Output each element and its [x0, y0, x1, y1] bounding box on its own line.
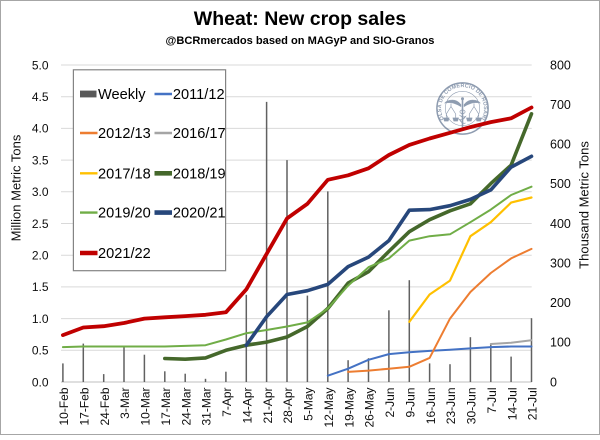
svg-text:31-Mar: 31-Mar	[200, 388, 214, 426]
svg-text:2021/22: 2021/22	[98, 246, 151, 262]
svg-text:5-May: 5-May	[302, 388, 316, 421]
svg-text:14-Apr: 14-Apr	[241, 388, 255, 424]
svg-text:7-Apr: 7-Apr	[220, 387, 234, 416]
svg-text:10-Mar: 10-Mar	[139, 388, 153, 426]
svg-text:2-Jun: 2-Jun	[383, 388, 397, 418]
svg-text:2020/21: 2020/21	[173, 206, 226, 222]
svg-text:2019/20: 2019/20	[98, 206, 151, 222]
svg-text:1.5: 1.5	[32, 280, 49, 294]
svg-text:Million Metric Tons: Million Metric Tons	[8, 134, 23, 241]
svg-text:2016/17: 2016/17	[173, 126, 226, 142]
svg-text:0: 0	[550, 375, 557, 389]
svg-text:3-Mar: 3-Mar	[118, 388, 132, 419]
svg-text:1.0: 1.0	[32, 312, 49, 326]
svg-text:Weekly: Weekly	[98, 87, 146, 103]
svg-text:3.0: 3.0	[32, 185, 49, 199]
svg-text:500: 500	[550, 177, 571, 191]
svg-text:0.0: 0.0	[32, 375, 49, 389]
svg-text:2.5: 2.5	[32, 217, 49, 231]
svg-text:10-Feb: 10-Feb	[57, 387, 71, 425]
svg-text:23-Jun: 23-Jun	[444, 388, 458, 425]
svg-text:700: 700	[550, 98, 571, 112]
svg-text:4.5: 4.5	[32, 90, 49, 104]
svg-text:26-May: 26-May	[363, 388, 377, 428]
svg-text:5.0: 5.0	[32, 58, 49, 72]
svg-text:12-May: 12-May	[322, 388, 336, 428]
svg-text:2017/18: 2017/18	[98, 166, 151, 182]
svg-text:100: 100	[550, 336, 571, 350]
svg-text:7-Jul: 7-Jul	[485, 388, 499, 414]
svg-text:800: 800	[550, 58, 571, 72]
svg-text:2011/12: 2011/12	[173, 87, 225, 103]
svg-text:16-Jun: 16-Jun	[424, 388, 438, 425]
svg-text:21-Apr: 21-Apr	[261, 388, 275, 424]
svg-text:14-Jul: 14-Jul	[505, 388, 519, 421]
svg-text:2.0: 2.0	[32, 249, 49, 263]
svg-text:2012/13: 2012/13	[98, 126, 151, 142]
svg-text:24-Feb: 24-Feb	[98, 387, 112, 425]
svg-text:17-Feb: 17-Feb	[78, 387, 92, 425]
svg-text:@BCRmercados based on MAGyP an: @BCRmercados based on MAGyP and SIO-Gran…	[166, 35, 435, 47]
svg-text:400: 400	[550, 217, 571, 231]
svg-text:17-Mar: 17-Mar	[159, 388, 173, 426]
svg-text:Wheat: New crop sales: Wheat: New crop sales	[194, 8, 407, 30]
svg-text:19-May: 19-May	[342, 388, 356, 428]
svg-text:2018/19: 2018/19	[173, 166, 226, 182]
svg-text:3.5: 3.5	[32, 153, 49, 167]
svg-text:0.5: 0.5	[32, 344, 49, 358]
svg-text:24-Mar: 24-Mar	[179, 388, 193, 426]
svg-text:30-Jun: 30-Jun	[465, 388, 479, 425]
svg-text:4.0: 4.0	[32, 122, 49, 136]
svg-text:9-Jun: 9-Jun	[404, 388, 418, 418]
svg-text:21-Jul: 21-Jul	[526, 388, 540, 421]
svg-text:Thousand Metric Tons: Thousand Metric Tons	[577, 141, 592, 269]
svg-text:200: 200	[550, 296, 571, 310]
svg-text:600: 600	[550, 138, 571, 152]
svg-text:28-Apr: 28-Apr	[281, 388, 295, 424]
svg-text:300: 300	[550, 256, 571, 270]
